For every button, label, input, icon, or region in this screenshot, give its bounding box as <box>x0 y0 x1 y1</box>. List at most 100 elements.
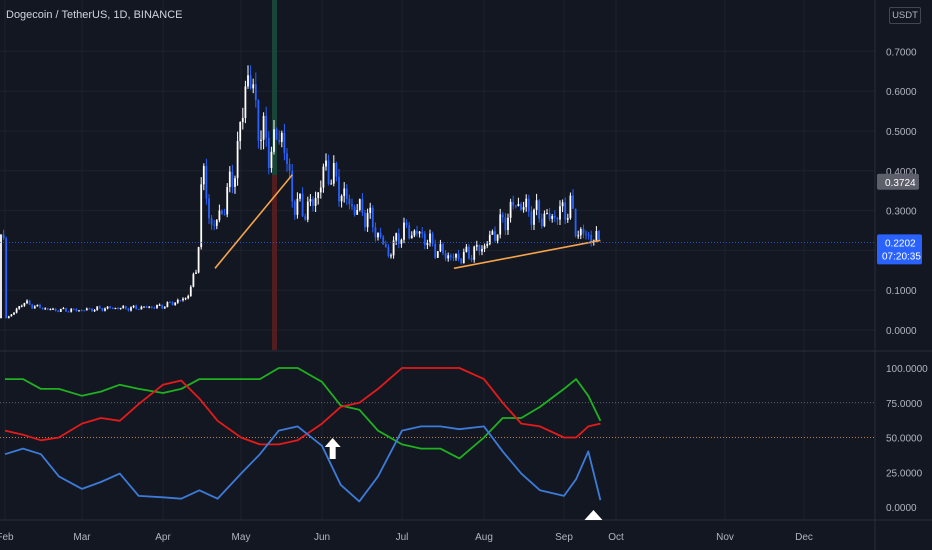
reference-price-label: 0.3724 <box>885 178 916 189</box>
candle-body <box>36 304 39 307</box>
candle-body <box>262 115 265 140</box>
candle-body <box>213 224 216 226</box>
candle-body <box>574 208 577 237</box>
candle-body <box>535 200 538 210</box>
trendlines <box>214 174 601 270</box>
candle-body <box>228 171 231 188</box>
time-tick-label: Dec <box>795 532 813 543</box>
candle-body <box>23 303 26 306</box>
candle-body <box>192 273 195 287</box>
candle-body <box>512 201 515 206</box>
candle-body <box>200 184 203 248</box>
candle-body <box>109 306 112 309</box>
candle-body <box>210 218 213 225</box>
candle-body <box>101 307 104 311</box>
candle-body <box>421 231 424 234</box>
candle-body <box>114 308 117 310</box>
candle-body <box>538 200 541 219</box>
candle-body <box>166 302 169 308</box>
candle-body <box>234 178 236 187</box>
candle-body <box>197 247 200 273</box>
candle-body <box>132 305 135 308</box>
candle-body <box>301 193 304 217</box>
time-tick-label: Aug <box>475 532 493 543</box>
candle-body <box>410 235 413 239</box>
candle-body <box>135 305 138 309</box>
candle-body <box>392 240 395 256</box>
candle-body <box>340 195 343 202</box>
candle-body <box>494 231 496 241</box>
candle-body <box>223 214 226 216</box>
candle-body <box>374 227 377 238</box>
candle-body <box>455 253 457 258</box>
candle-body <box>460 258 463 264</box>
candle-body <box>156 304 158 308</box>
candle-body <box>75 309 78 311</box>
candle-body <box>447 255 450 259</box>
currency-button[interactable]: USDT <box>889 7 921 24</box>
candle-body <box>244 86 247 119</box>
candle-body <box>145 306 148 308</box>
candle-body <box>364 212 366 228</box>
candle-body <box>418 231 421 234</box>
candle-body <box>306 201 309 220</box>
time-tick-label: Jul <box>396 532 409 543</box>
candle-body <box>587 234 590 236</box>
candle-body <box>98 306 101 308</box>
candle-body <box>509 201 512 218</box>
candle-body <box>62 308 65 310</box>
candle-body <box>452 256 455 258</box>
candle-body <box>273 129 275 152</box>
oscillator-lines <box>0 367 875 520</box>
cursor-band-top <box>272 0 277 175</box>
candle-body <box>475 245 478 247</box>
candle-body <box>236 141 239 179</box>
candle-body <box>46 308 49 310</box>
candle-body <box>278 139 281 142</box>
candle-body <box>221 210 223 215</box>
candle-body <box>171 302 174 305</box>
candle-body <box>514 205 517 207</box>
candle-body <box>499 214 502 235</box>
candle-body <box>408 225 411 239</box>
candle-body <box>252 84 255 89</box>
candle-body <box>548 213 551 219</box>
candle-body <box>335 162 338 177</box>
candle-body <box>598 231 600 241</box>
candle-body <box>390 255 392 257</box>
candle-body <box>80 310 83 312</box>
candle-body <box>582 228 585 234</box>
candle-body <box>457 253 460 259</box>
candle-body <box>174 302 177 305</box>
candle-body <box>41 307 44 309</box>
candle-body <box>59 308 62 312</box>
candle-body <box>85 308 88 311</box>
candle-body <box>57 310 60 312</box>
candle-body <box>436 251 439 258</box>
candle-body <box>348 198 351 205</box>
time-tick-label: Mar <box>73 532 91 543</box>
candle-body <box>241 118 244 122</box>
candle-body <box>473 246 476 260</box>
osc-series-red <box>4 367 601 446</box>
osc-tick-label: 25.0000 <box>886 468 923 479</box>
candle-body <box>124 306 127 309</box>
time-tick-label: May <box>232 532 251 543</box>
candle-body <box>122 306 125 308</box>
candle-body <box>148 306 151 308</box>
candle-body <box>533 209 535 225</box>
time-tick-label: Oct <box>608 532 624 543</box>
candle-body <box>566 218 569 220</box>
candle-body <box>423 233 426 246</box>
candle-body <box>88 308 91 310</box>
candle-body <box>431 233 434 244</box>
candle-body <box>179 300 182 302</box>
candle-body <box>83 310 86 312</box>
candle-body <box>559 206 561 220</box>
candle-body <box>20 305 23 307</box>
candle-body <box>434 243 437 258</box>
candle-body <box>564 202 567 220</box>
candle-body <box>486 244 489 246</box>
